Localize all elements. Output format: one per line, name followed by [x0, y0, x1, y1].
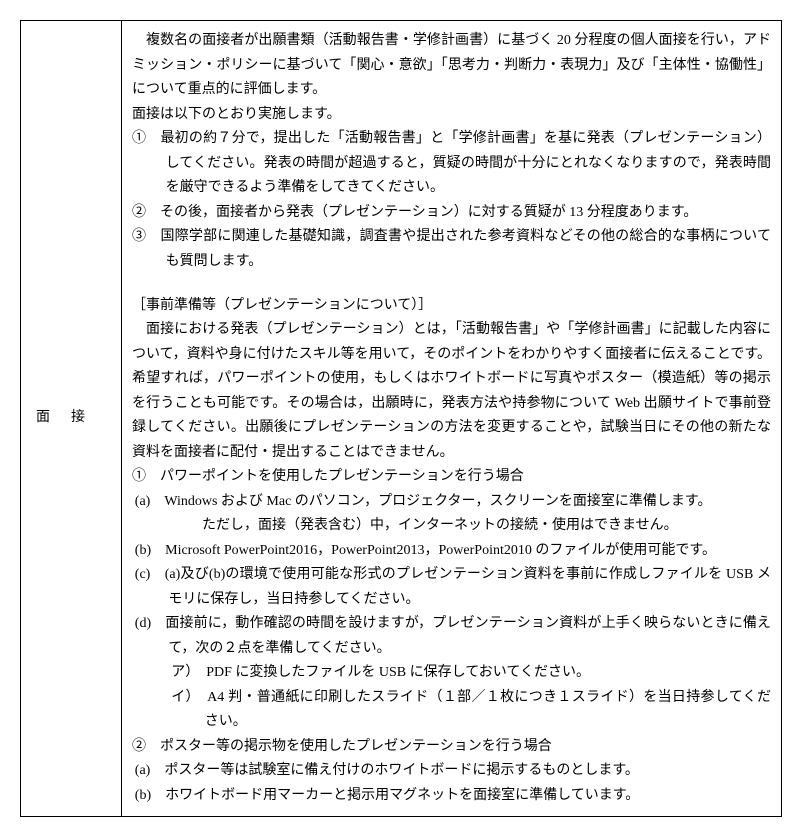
- row-label-cell: 面接: [21, 21, 122, 817]
- numbered-item: ① 最初の約７分で，提出した「活動報告書」と「学修計画書」を基に発表（プレゼンテ…: [132, 127, 771, 201]
- sub-item: (b) ホワイトボード用マーカーと掲示用マグネットを面接室に準備しています。: [132, 784, 771, 809]
- row-label: 面接: [36, 410, 106, 425]
- row-content-cell: 複数名の面接者が出願書類（活動報告書・学修計画書）に基づく 20 分程度の個人面…: [122, 21, 782, 817]
- section-heading: ［事前準備等（プレゼンテーションについて）］: [132, 294, 771, 319]
- sub-item: (a) ポスター等は試験室に備え付けのホワイトボードに掲示するものとします。: [132, 759, 771, 784]
- paragraph: 複数名の面接者が出願書類（活動報告書・学修計画書）に基づく 20 分程度の個人面…: [132, 29, 771, 103]
- sub-item: (d) 面接前に，動作確認の時間を設けますが，プレゼンテーション資料が上手く映ら…: [132, 612, 771, 661]
- paragraph: 面接は以下のとおり実施します。: [132, 103, 771, 128]
- numbered-item: ③ 国際学部に関連した基礎知識，調査書や提出された参考資料などその他の総合的な事…: [132, 225, 771, 274]
- sub-sub-item: イ） A4 判・普通紙に印刷したスライド（１部／１枚につき１スライド）を当日持参…: [132, 686, 771, 735]
- numbered-item: ② その後，面接者から発表（プレゼンテーション）に対する質疑が 13 分程度あり…: [132, 201, 771, 226]
- table-row: 面接 複数名の面接者が出願書類（活動報告書・学修計画書）に基づく 20 分程度の…: [21, 21, 782, 817]
- sub-item: (a) Windows および Mac のパソコン，プロジェクター，スクリーンを…: [132, 490, 771, 515]
- document-table: 面接 複数名の面接者が出願書類（活動報告書・学修計画書）に基づく 20 分程度の…: [20, 20, 782, 817]
- numbered-item: ② ポスター等の掲示物を使用したプレゼンテーションを行う場合: [132, 735, 771, 760]
- sub-sub-item: ア） PDF に変換したファイルを USB に保存しておいてください。: [132, 661, 771, 686]
- numbered-item: ① パワーポイントを使用したプレゼンテーションを行う場合: [132, 465, 771, 490]
- paragraph: 面接における発表（プレゼンテーション）とは，「活動報告書」や「学修計画書」に記載…: [132, 318, 771, 465]
- note: ただし，面接（発表含む）中，インターネットの接続・使用はできません。: [132, 514, 771, 539]
- sub-item: (b) Microsoft PowerPoint2016，PowerPoint2…: [132, 539, 771, 564]
- sub-item: (c) (a)及び(b)の環境で使用可能な形式のプレゼンテーション資料を事前に作…: [132, 563, 771, 612]
